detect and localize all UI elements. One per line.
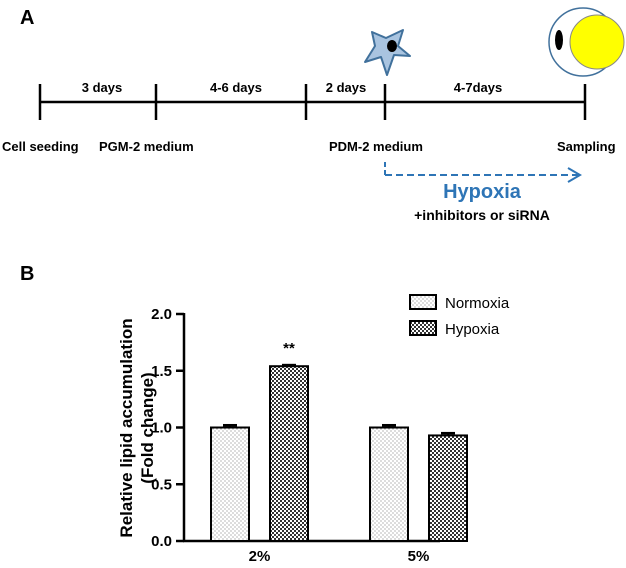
y-tick-label: 2.0 <box>151 306 172 323</box>
bar-normoxia-2pct <box>210 426 250 542</box>
adipocyte-icon <box>548 7 625 77</box>
panel-a-label: A <box>20 7 34 29</box>
bar-hypoxia-5pct <box>428 434 468 543</box>
y-tick-label: 0.0 <box>151 533 172 550</box>
panel-b-label: B <box>20 263 34 285</box>
duration-label: 2 days <box>326 80 366 95</box>
stellate-cell-icon <box>364 29 411 76</box>
legend-swatch-normoxia <box>409 294 437 310</box>
treatment-label: +inhibitors or siRNA <box>414 207 550 223</box>
y-axis-title: Relative lipid accumulation <box>117 318 136 537</box>
y-tick-label: 1.0 <box>151 420 172 437</box>
duration-label: 4-7days <box>454 80 502 95</box>
stage-label: PGM-2 medium <box>99 139 194 154</box>
x-tick-labels: 2% 5% <box>249 548 430 565</box>
y-axis-title-line2: (Fold change) <box>138 372 157 483</box>
y-ticks: 0.0 0.5 1.0 1.5 2.0 <box>151 306 184 550</box>
bar-hypoxia-2pct <box>269 365 309 542</box>
duration-label: 3 days <box>82 80 122 95</box>
legend-label: Normoxia <box>445 295 510 312</box>
legend-swatch-hypoxia <box>409 320 437 336</box>
legend-label: Hypoxia <box>445 321 500 338</box>
bar-normoxia-5pct <box>369 426 409 542</box>
x-tick-label: 2% <box>249 548 271 565</box>
stage-label: Cell seeding <box>2 139 79 154</box>
legend: Normoxia Hypoxia <box>409 294 510 338</box>
y-tick-label: 1.5 <box>151 363 172 380</box>
bars: ** <box>210 340 468 543</box>
hypoxia-arrow <box>384 162 582 183</box>
hypoxia-title: Hypoxia <box>443 181 522 203</box>
y-tick-label: 0.5 <box>151 476 172 493</box>
duration-label: 4-6 days <box>210 80 262 95</box>
stage-label: PDM-2 medium <box>329 139 423 154</box>
x-tick-label: 5% <box>408 548 430 565</box>
significance-marker: ** <box>283 340 295 357</box>
stage-label: Sampling <box>557 139 616 154</box>
